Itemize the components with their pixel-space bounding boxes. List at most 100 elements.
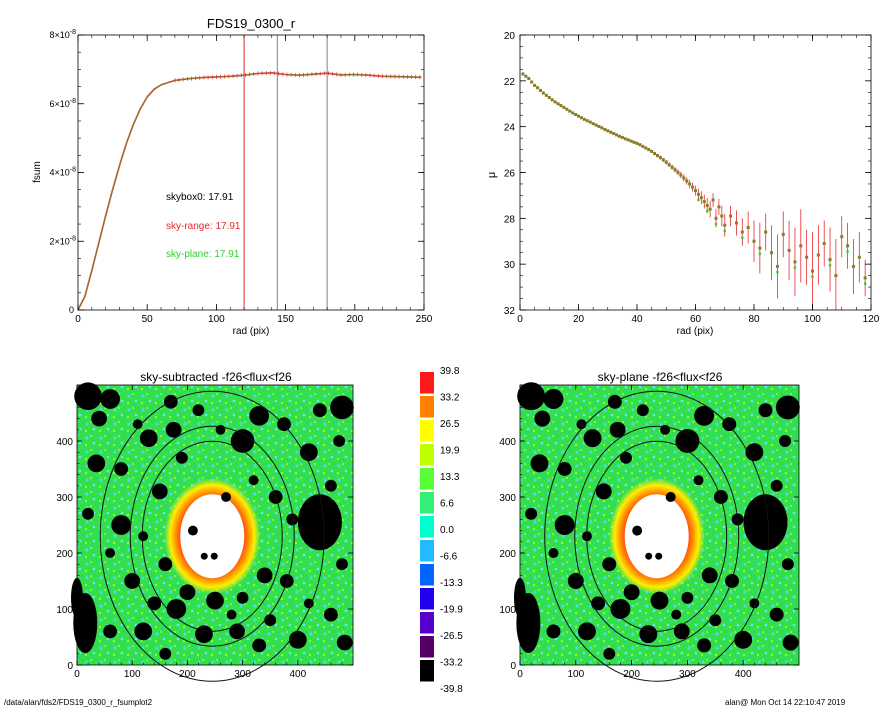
mu-point xyxy=(708,207,712,211)
mu-point xyxy=(521,72,525,76)
mu-point xyxy=(632,140,636,144)
masked-star xyxy=(333,435,346,447)
masked-large-object xyxy=(297,494,342,551)
masked-star xyxy=(620,451,632,464)
colorbar-swatch xyxy=(420,444,434,466)
mu-point xyxy=(588,120,592,124)
mu-point xyxy=(603,127,607,131)
mu-point xyxy=(574,113,578,117)
image-ytick-label: 0 xyxy=(510,661,516,672)
masked-star xyxy=(221,492,231,502)
mu-point xyxy=(664,160,668,164)
masked-star xyxy=(132,419,143,430)
mu-xtick-label: 20 xyxy=(573,314,585,325)
sky-ellipse-outer xyxy=(544,390,770,682)
masked-star xyxy=(650,591,669,610)
masked-star xyxy=(91,410,107,427)
mu-xtick-label: 40 xyxy=(631,314,643,325)
mu-point xyxy=(591,122,595,126)
masked-star xyxy=(286,513,299,526)
masked-star xyxy=(134,622,153,641)
masked-large-object xyxy=(743,494,788,551)
mu-point xyxy=(834,274,838,278)
sky-subtracted-title: sky-subtracted -f26<flux<f26 xyxy=(140,370,292,384)
masked-star xyxy=(610,599,631,619)
mu-ytick-label: 30 xyxy=(504,260,516,271)
masked-star xyxy=(192,404,205,417)
image-ytick-label: 100 xyxy=(499,605,516,616)
mu-point xyxy=(764,230,768,234)
mu-point xyxy=(615,133,619,137)
mu-xlabel: rad (pix) xyxy=(677,326,714,337)
mu-point xyxy=(775,264,779,268)
mu-point xyxy=(653,151,657,155)
masked-star xyxy=(576,419,587,430)
mu-point xyxy=(670,165,674,169)
masked-star xyxy=(325,479,337,492)
mu-point xyxy=(705,204,709,207)
mu-point-green xyxy=(811,275,814,278)
mu-point xyxy=(626,138,630,142)
masked-star xyxy=(114,462,129,476)
masked-star xyxy=(782,634,799,651)
mu-point xyxy=(770,251,774,255)
image-frame xyxy=(519,384,800,666)
masked-star xyxy=(609,421,626,438)
masked-star xyxy=(557,462,572,476)
sky-ellipse-inner xyxy=(141,440,283,632)
mu-point xyxy=(758,246,762,250)
fsum-ytick-label: 2×10-8 xyxy=(49,235,76,246)
masked-star xyxy=(623,584,640,601)
masked-star xyxy=(781,558,794,571)
masked-star xyxy=(769,607,784,622)
mu-point xyxy=(600,126,604,130)
masked-star xyxy=(256,567,273,584)
mu-point xyxy=(559,104,563,108)
colorbar-label: 19.9 xyxy=(440,446,460,457)
masked-star xyxy=(303,598,314,609)
masked-source xyxy=(645,552,653,560)
masked-star xyxy=(693,475,704,486)
masked-star xyxy=(82,507,94,520)
mu-point xyxy=(688,182,692,186)
mu-point xyxy=(840,235,844,239)
mu-point xyxy=(577,114,580,118)
mu-point xyxy=(585,119,589,123)
masked-star xyxy=(336,558,348,571)
masked-star xyxy=(673,623,690,640)
mu-point xyxy=(729,214,733,218)
masked-star xyxy=(697,638,712,653)
masked-star xyxy=(554,515,575,535)
masked-star xyxy=(236,591,249,604)
sky-plane-panel: sky-plane -f26<flux<f26 00 100 100 200 200 30… xyxy=(499,370,800,682)
colorbar-swatch xyxy=(420,564,434,586)
mu-ytick-label: 28 xyxy=(504,214,516,225)
colorbar-swatch xyxy=(420,588,434,610)
masked-star xyxy=(758,403,773,418)
masked-star xyxy=(229,623,245,640)
mu-point xyxy=(828,258,832,262)
masked-star xyxy=(517,382,546,411)
mu-point xyxy=(714,216,718,220)
mu-point xyxy=(816,253,820,257)
mu-point xyxy=(623,137,627,141)
mu-point-green xyxy=(776,270,779,274)
mu-point xyxy=(691,185,695,189)
mu-point-green xyxy=(714,222,718,226)
masked-star xyxy=(671,609,682,620)
masked-star xyxy=(226,609,237,620)
masked-star xyxy=(603,647,616,660)
masked-star xyxy=(709,614,722,627)
fsum-xtick-label: 50 xyxy=(142,314,154,325)
mu-plot-area: 0 20 40 60 80 100 120 20 22 24 26 28 30 32 xyxy=(504,31,880,325)
masked-star xyxy=(591,596,606,611)
mu-point xyxy=(696,192,700,196)
mu-point xyxy=(685,179,689,183)
galaxy-core xyxy=(624,494,689,579)
masked-star xyxy=(87,454,106,473)
masked-star xyxy=(722,417,737,432)
mu-point xyxy=(538,88,542,92)
mu-point xyxy=(571,111,575,115)
image-xtick-label: 100 xyxy=(124,669,141,680)
sky-ellipse-outer xyxy=(99,390,325,682)
